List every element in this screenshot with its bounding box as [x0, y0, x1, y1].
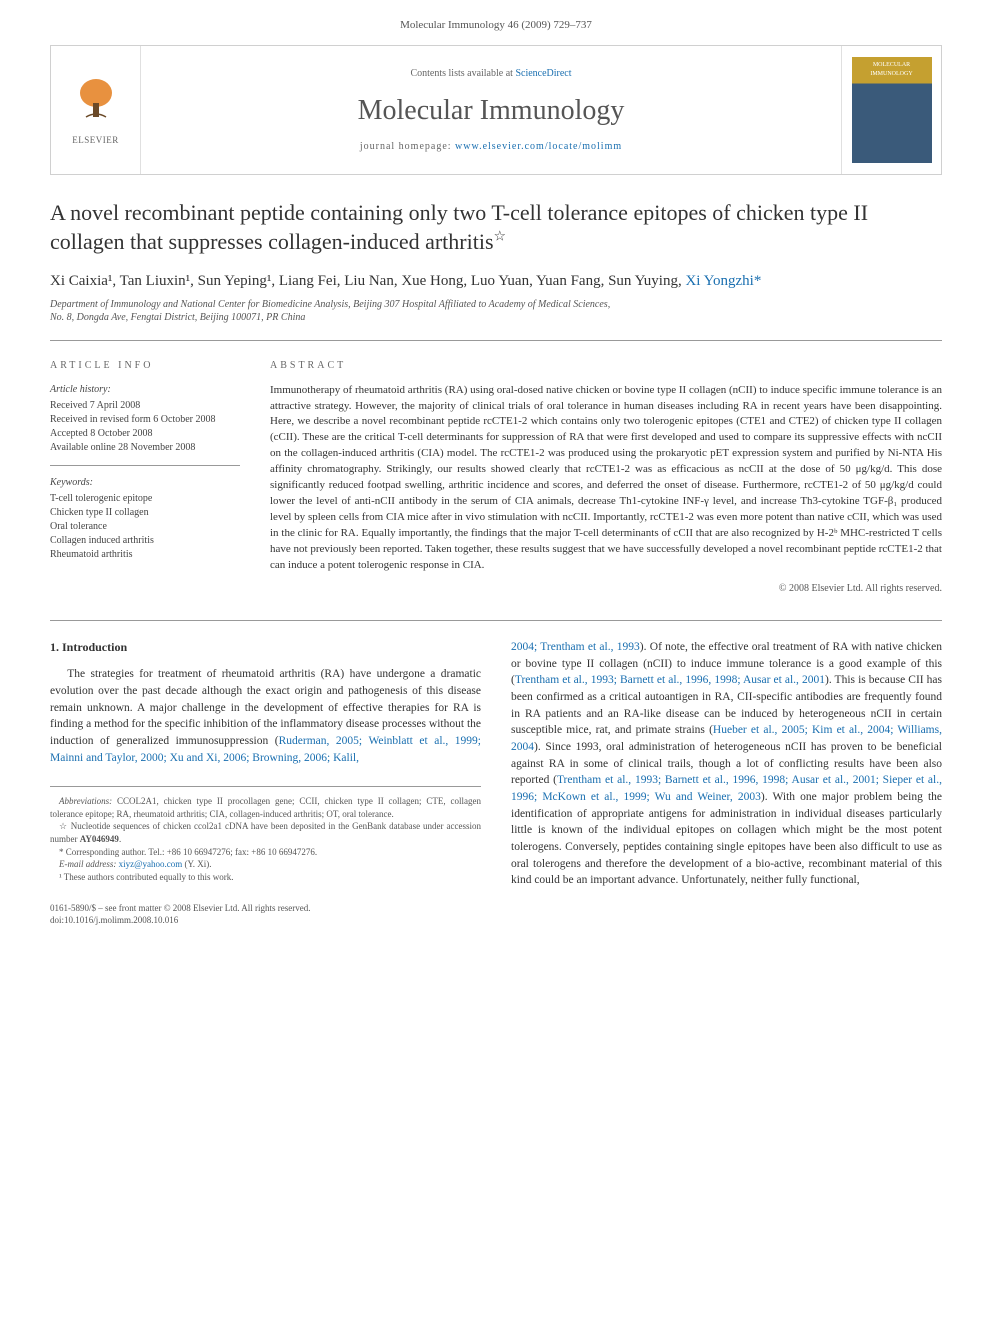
publisher-name: ELSEVIER — [71, 134, 121, 147]
abstract-section: ABSTRACT Immunotherapy of rheumatoid art… — [270, 359, 942, 596]
affiliation: Department of Immunology and National Ce… — [50, 298, 942, 324]
banner-center: Contents lists available at ScienceDirec… — [141, 46, 841, 174]
abstract-text: Immunotherapy of rheumatoid arthritis (R… — [270, 383, 942, 574]
affiliation-line: Department of Immunology and National Ce… — [50, 298, 942, 311]
abstract-copyright: © 2008 Elsevier Ltd. All rights reserved… — [270, 582, 942, 596]
footnote-note: ☆ Nucleotide sequences of chicken ccol2a… — [50, 820, 481, 845]
footnote-abbrev: Abbreviations: CCOL2A1, chicken type II … — [50, 795, 481, 820]
info-abstract-row: ARTICLE INFO Article history: Received 7… — [50, 340, 942, 596]
elsevier-logo: ELSEVIER — [71, 75, 121, 147]
article-info: ARTICLE INFO Article history: Received 7… — [50, 359, 270, 596]
history-line: Received 7 April 2008 — [50, 399, 240, 413]
title-note-marker: ☆ — [494, 230, 507, 245]
section-heading-intro: 1. Introduction — [50, 639, 481, 656]
corresponding-mark: * — [754, 273, 762, 289]
abstract-heading: ABSTRACT — [270, 359, 942, 373]
elsevier-tree-icon — [71, 75, 121, 125]
running-header: Molecular Immunology 46 (2009) 729–737 — [0, 0, 992, 45]
keywords-label: Keywords: — [50, 476, 240, 490]
footer-front-matter: 0161-5890/$ – see front matter © 2008 El… — [50, 903, 942, 915]
ref-link[interactable]: 2004; Trentham et al., 1993 — [511, 641, 640, 653]
homepage-url[interactable]: www.elsevier.com/locate/molimm — [455, 141, 622, 152]
cover-cell: MOLECULAR IMMUNOLOGY — [841, 46, 941, 174]
corresponding-author[interactable]: Xi Yongzhi — [685, 273, 753, 289]
footnote-equal: ¹ These authors contributed equally to t… — [50, 871, 481, 884]
history-block: Article history: Received 7 April 2008 R… — [50, 383, 240, 466]
cover-title: MOLECULAR IMMUNOLOGY — [856, 61, 928, 78]
footnote-email: E-mail address: xiyz@yahoo.com (Y. Xi). — [50, 858, 481, 871]
body-columns: 1. Introduction The strategies for treat… — [50, 620, 942, 889]
ref-link[interactable]: Trentham et al., 1993; Barnett et al., 1… — [515, 674, 825, 686]
history-line: Available online 28 November 2008 — [50, 441, 240, 455]
article-info-heading: ARTICLE INFO — [50, 359, 240, 373]
journal-name: Molecular Immunology — [358, 91, 625, 130]
column-right: 2004; Trentham et al., 1993). Of note, t… — [511, 639, 942, 889]
citation: Molecular Immunology 46 (2009) 729–737 — [400, 19, 592, 31]
journal-homepage: journal homepage: www.elsevier.com/locat… — [360, 140, 622, 154]
footnote-corresponding: * Corresponding author. Tel.: +86 10 669… — [50, 846, 481, 859]
page-footer: 0161-5890/$ – see front matter © 2008 El… — [50, 903, 942, 926]
article-title: A novel recombinant peptide containing o… — [50, 199, 942, 256]
keyword: Chicken type II collagen — [50, 506, 240, 520]
journal-banner: ELSEVIER Contents lists available at Sci… — [50, 45, 942, 175]
keyword: T-cell tolerogenic epitope — [50, 492, 240, 506]
journal-cover-thumbnail: MOLECULAR IMMUNOLOGY — [852, 57, 932, 163]
email-link[interactable]: xiyz@yahoo.com — [116, 859, 182, 869]
sciencedirect-link[interactable]: ScienceDirect — [515, 68, 571, 79]
footnotes: Abbreviations: CCOL2A1, chicken type II … — [50, 786, 481, 883]
keyword: Collagen induced arthritis — [50, 534, 240, 548]
keyword: Rheumatoid arthritis — [50, 548, 240, 562]
publisher-cell: ELSEVIER — [51, 46, 141, 174]
column-left: 1. Introduction The strategies for treat… — [50, 639, 481, 889]
intro-paragraph: The strategies for treatment of rheumato… — [50, 666, 481, 766]
keywords-block: Keywords: T-cell tolerogenic epitope Chi… — [50, 476, 240, 572]
title-section: A novel recombinant peptide containing o… — [50, 199, 942, 323]
authors-list: Xi Caixia¹, Tan Liuxin¹, Sun Yeping¹, Li… — [50, 271, 942, 292]
history-label: Article history: — [50, 383, 240, 397]
affiliation-line: No. 8, Dongda Ave, Fengtai District, Bei… — [50, 311, 942, 324]
keyword: Oral tolerance — [50, 520, 240, 534]
contents-available: Contents lists available at ScienceDirec… — [410, 67, 571, 81]
intro-paragraph-cont: 2004; Trentham et al., 1993). Of note, t… — [511, 639, 942, 889]
footer-doi: doi:10.1016/j.molimm.2008.10.016 — [50, 915, 942, 927]
history-line: Received in revised form 6 October 2008 — [50, 413, 240, 427]
history-line: Accepted 8 October 2008 — [50, 427, 240, 441]
